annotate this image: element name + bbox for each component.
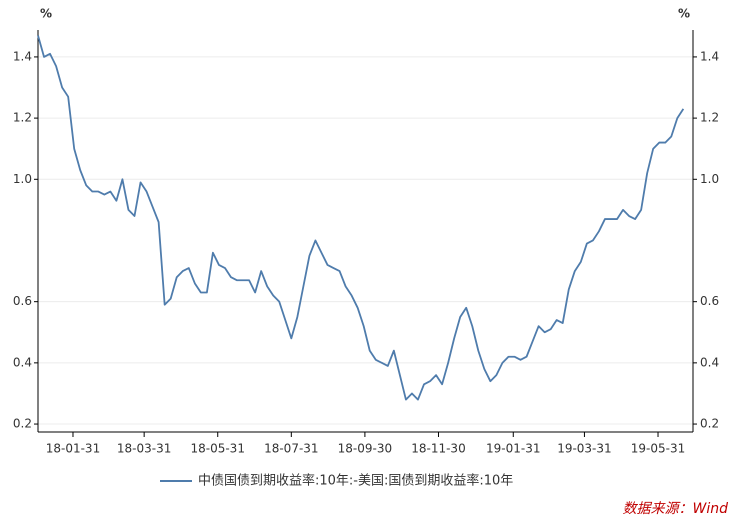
x-tick-label: 18-05-31 [190, 442, 244, 456]
data-line [37, 35, 685, 401]
y-tick-label: 0.2 [13, 417, 32, 431]
y2-tick-label: 1.2 [700, 111, 719, 125]
y2-tick-label: 0.6 [700, 294, 719, 308]
y-tick-label: 1.2 [13, 111, 32, 125]
x-tick-label: 18-07-31 [264, 442, 318, 456]
source-note: 数据来源：Wind [623, 501, 729, 517]
y-tick-label: 0.4 [13, 355, 32, 369]
x-tick-label: 19-03-31 [557, 442, 611, 456]
x-tick-label: 19-05-31 [631, 442, 685, 456]
x-tick-label: 18-03-31 [117, 442, 171, 456]
y2-tick-label: 0.4 [700, 355, 719, 369]
y2-tick-label: 1.4 [700, 49, 719, 63]
y-tick-label: 1.0 [13, 172, 32, 186]
y-tick-label: 0.6 [13, 294, 32, 308]
y2-tick-label: 0.2 [700, 417, 719, 431]
y-tick-label: 1.4 [13, 49, 32, 63]
x-tick-label: 18-11-30 [411, 442, 465, 456]
x-tick-label: 19-01-31 [486, 442, 540, 456]
x-tick-label: 18-01-31 [46, 442, 100, 456]
legend-label: 中债国债到期收益率:10年:-美国:国债到期收益率:10年 [198, 473, 513, 489]
x-tick-label: 18-09-30 [338, 442, 392, 456]
y-axis-unit: % [40, 7, 52, 21]
y2-axis-unit: % [678, 7, 690, 21]
y2-tick-label: 1.0 [700, 172, 719, 186]
